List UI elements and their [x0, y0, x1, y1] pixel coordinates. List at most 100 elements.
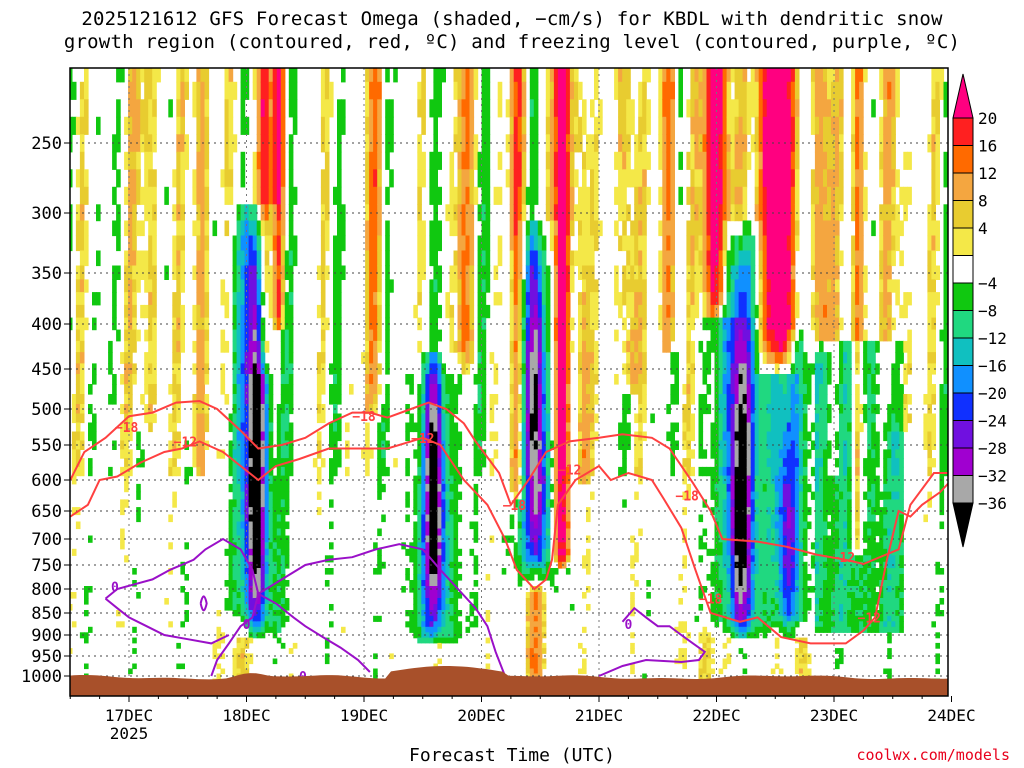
omega-cell	[236, 413, 242, 424]
omega-cell	[738, 440, 744, 450]
omega-cell	[264, 265, 270, 280]
omega-cell	[750, 458, 756, 468]
omega-cell	[565, 483, 571, 493]
omega-cell	[533, 648, 539, 654]
omega-cell	[273, 29, 278, 47]
omega-cell	[738, 475, 744, 485]
omega-cell	[537, 610, 543, 617]
omega-cell	[565, 542, 571, 550]
omega-cell	[525, 548, 531, 556]
omega-cell	[529, 304, 535, 319]
omega-cell	[244, 340, 250, 353]
omega-cell	[240, 615, 246, 622]
omega-cell	[726, 626, 732, 633]
omega-cell	[425, 621, 430, 628]
omega-cell	[75, 279, 81, 293]
omega-cell	[421, 363, 426, 375]
omega-cell	[333, 458, 338, 468]
omega-cell	[441, 621, 446, 628]
omega-cell	[537, 542, 543, 550]
omega-cell	[437, 548, 442, 556]
omega-cell	[373, 279, 378, 293]
omega-cell	[726, 292, 732, 306]
omega-cell	[413, 521, 418, 530]
omega-cell	[112, 440, 117, 450]
omega-cell	[337, 116, 342, 135]
omega-cell	[433, 329, 438, 342]
omega-cell	[280, 186, 286, 205]
omega-cell	[509, 363, 515, 375]
omega-cell	[79, 186, 85, 205]
omega-cell	[702, 68, 708, 83]
omega-cell	[188, 0, 193, 12]
omega-cell	[718, 116, 724, 135]
omega-cell	[276, 151, 282, 170]
omega-cell	[473, 134, 479, 153]
omega-cell	[196, 440, 201, 450]
omega-cell	[276, 535, 282, 543]
omega-cell	[79, 279, 85, 293]
omega-cell	[236, 642, 242, 649]
omega-cell	[437, 12, 442, 30]
omega-cell	[148, 47, 153, 65]
omega-cell	[200, 329, 205, 342]
omega-cell	[702, 542, 708, 550]
omega-cell	[421, 542, 426, 550]
omega-cell	[413, 528, 418, 537]
omega-cell	[425, 507, 430, 516]
omega-cell	[365, 449, 370, 459]
omega-cell	[433, 116, 438, 135]
omega-cell	[738, 632, 744, 639]
omega-cell	[582, 304, 587, 319]
omega-cell	[533, 615, 539, 622]
omega-cell	[449, 507, 455, 516]
omega-cell	[469, 329, 475, 342]
omega-cell	[553, 68, 559, 83]
omega-cell	[517, 352, 523, 364]
omega-cell	[324, 204, 330, 222]
omega-cell	[377, 329, 382, 342]
omega-cell	[726, 340, 732, 353]
omega-cell	[525, 632, 531, 639]
omega-cell	[561, 561, 567, 569]
omega-cell	[200, 279, 205, 293]
omega-cell	[284, 394, 290, 405]
omega-cell	[738, 265, 744, 280]
omega-cell	[200, 47, 205, 65]
omega-cell	[590, 220, 595, 237]
omega-cell	[381, 422, 386, 433]
omega-cell	[473, 507, 479, 516]
omega-cell	[714, 499, 720, 508]
omega-cell	[537, 653, 543, 660]
omega-cell	[236, 220, 242, 237]
omega-cell	[168, 413, 173, 424]
omega-cell	[144, 169, 149, 188]
omega-cell	[682, 458, 687, 468]
omega-cell	[722, 592, 728, 599]
omega-cell	[533, 475, 539, 485]
omega-cell	[759, 47, 764, 65]
omega-cell	[441, 491, 446, 500]
omega-cell	[449, 586, 455, 593]
omega-cell	[288, 458, 294, 468]
omega-cell	[84, 68, 89, 83]
omega-cell	[718, 235, 724, 252]
omega-cell	[441, 483, 446, 493]
omega-cell	[706, 220, 712, 237]
omega-cell	[244, 329, 250, 342]
omega-cell	[557, 292, 563, 306]
omega-cell	[533, 81, 539, 100]
omega-cell	[128, 250, 133, 267]
omega-cell	[192, 422, 197, 433]
omega-cell	[634, 374, 639, 385]
omega-cell	[686, 220, 691, 237]
omega-cell	[630, 642, 635, 649]
omega-cell	[521, 507, 527, 516]
omega-cell	[513, 422, 519, 433]
omega-cell	[726, 548, 732, 556]
omega-cell	[758, 548, 764, 556]
omega-cell	[152, 0, 157, 12]
omega-cell	[172, 363, 177, 375]
omega-cell	[284, 615, 290, 622]
omega-cell	[537, 250, 543, 267]
